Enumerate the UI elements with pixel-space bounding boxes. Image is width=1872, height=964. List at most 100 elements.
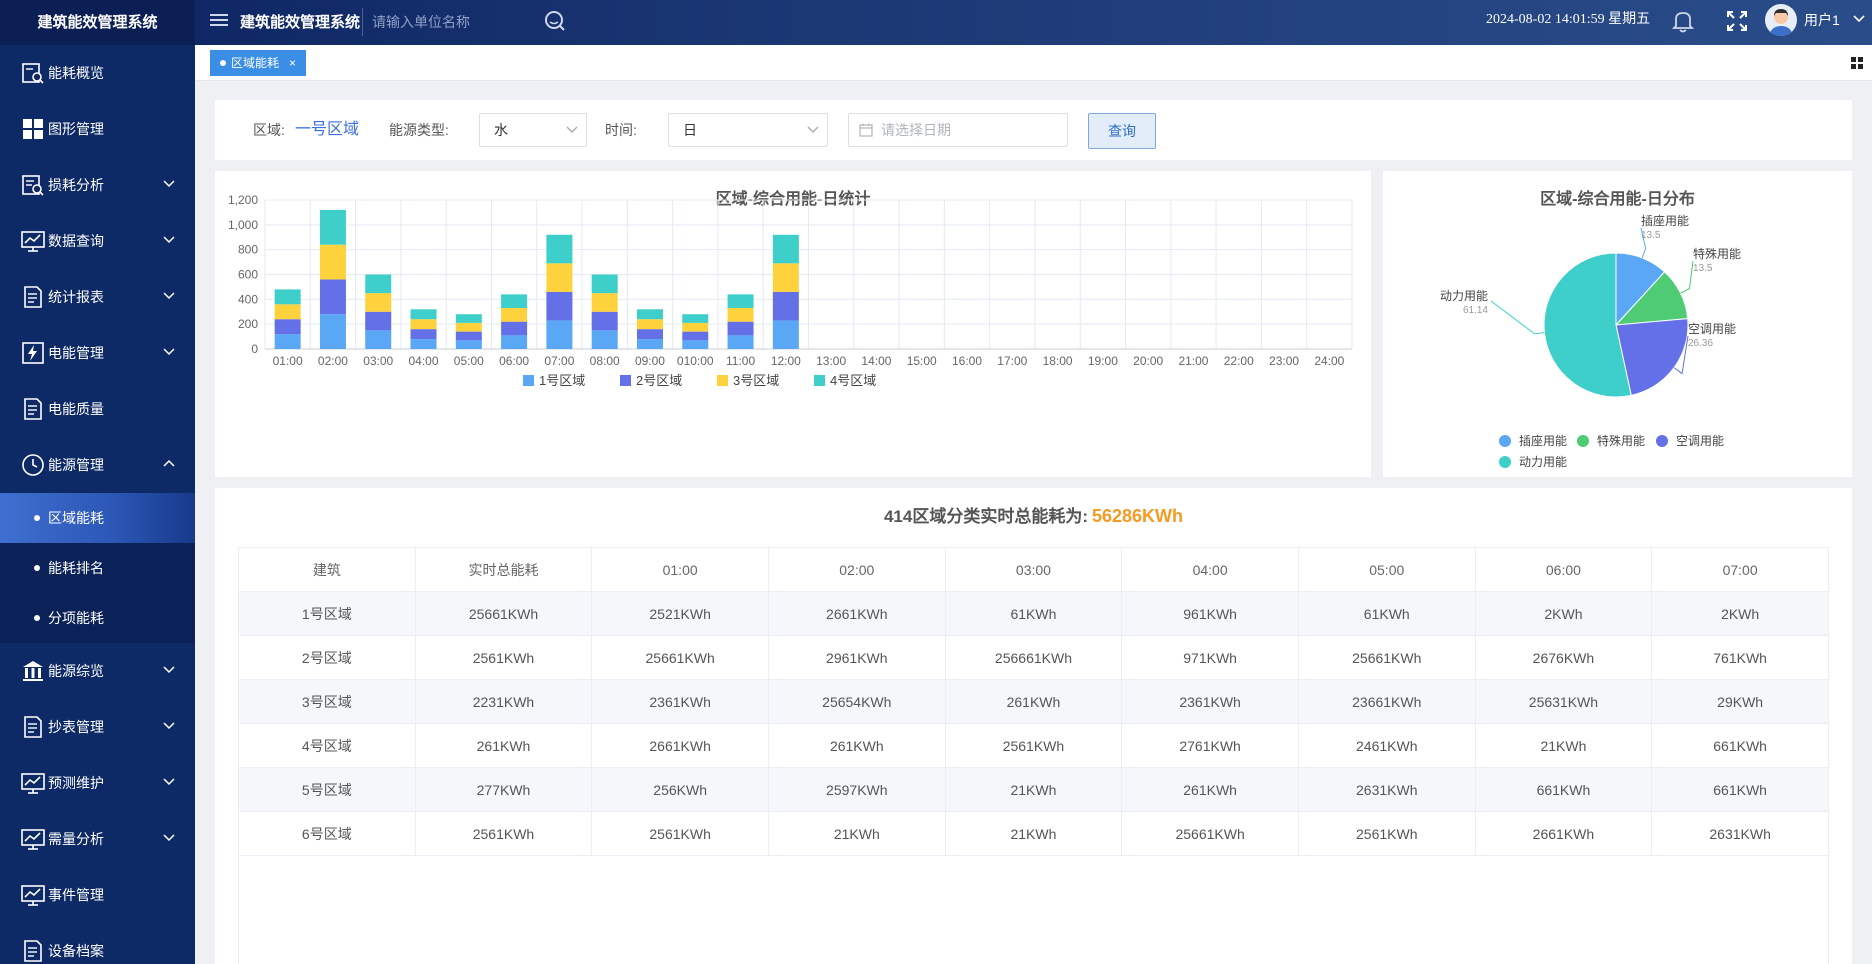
bar-segment[interactable] xyxy=(591,293,618,312)
bar-segment[interactable] xyxy=(772,234,799,264)
bar-segment[interactable] xyxy=(455,314,482,323)
search-input[interactable] xyxy=(372,8,532,36)
time-select[interactable]: 日 xyxy=(668,113,828,147)
sidebar-item[interactable]: 电能质量 xyxy=(0,381,195,437)
sidebar-item[interactable]: 设备档案 xyxy=(0,923,195,964)
sidebar-item[interactable]: 预测维护 xyxy=(0,755,195,811)
sidebar-item[interactable]: 损耗分析 xyxy=(0,157,195,213)
chevron-down-icon[interactable] xyxy=(1853,14,1865,24)
bar-segment[interactable] xyxy=(365,293,392,312)
sidebar-item[interactable]: 图形管理 xyxy=(0,101,195,157)
sidebar-subitem[interactable]: 分项能耗 xyxy=(0,593,195,643)
sidebar-item[interactable]: 能源综览 xyxy=(0,643,195,699)
y-tick-label: 0 xyxy=(251,342,258,356)
bar-segment[interactable] xyxy=(591,311,618,331)
table-cell: 2661KWh xyxy=(767,591,946,636)
monitor-chart-icon xyxy=(21,829,45,850)
sidebar-item[interactable]: 能耗概览 xyxy=(0,45,195,101)
pie-slice[interactable] xyxy=(1543,252,1632,398)
table-cell: 25631KWh xyxy=(1474,679,1653,724)
legend-label[interactable]: 插座用能 xyxy=(1519,433,1567,448)
bar-segment[interactable] xyxy=(319,209,346,245)
username[interactable]: 用户1 xyxy=(1804,12,1840,28)
area-value[interactable]: 一号区域 xyxy=(295,121,360,138)
bar-segment[interactable] xyxy=(274,319,301,335)
bar-segment[interactable] xyxy=(727,308,754,322)
bar-segment[interactable] xyxy=(727,335,754,349)
bar-segment[interactable] xyxy=(682,340,709,349)
grid-menu-icon[interactable] xyxy=(1850,56,1864,70)
bar-segment[interactable] xyxy=(501,308,528,322)
search-icon[interactable] xyxy=(543,9,567,33)
energy-type-select[interactable]: 水 xyxy=(479,113,587,147)
pie-slice[interactable] xyxy=(1615,318,1689,396)
bar-segment[interactable] xyxy=(682,331,709,341)
bar-segment[interactable] xyxy=(501,335,528,349)
sidebar-subitem[interactable]: 区域能耗 xyxy=(0,493,195,543)
legend-label[interactable]: 4号区域 xyxy=(830,373,876,388)
bar-segment[interactable] xyxy=(410,309,437,320)
bar-segment[interactable] xyxy=(636,329,663,340)
bar-segment[interactable] xyxy=(455,331,482,341)
bar-segment[interactable] xyxy=(319,244,346,280)
legend-label[interactable]: 特殊用能 xyxy=(1597,433,1645,448)
tab-area-energy[interactable]: 区域能耗 × xyxy=(210,50,307,76)
date-placeholder: 请选择日期 xyxy=(881,122,951,138)
bar-segment[interactable] xyxy=(636,339,663,349)
bar-segment[interactable] xyxy=(410,329,437,340)
bell-icon[interactable] xyxy=(1670,8,1696,34)
bar-segment[interactable] xyxy=(319,279,346,315)
bar-segment[interactable] xyxy=(546,320,573,349)
bar-segment[interactable] xyxy=(410,319,437,330)
bar-segment[interactable] xyxy=(546,263,573,292)
sidebar-subitem[interactable]: 能耗排名 xyxy=(0,543,195,593)
bar-segment[interactable] xyxy=(772,263,799,292)
sidebar-item[interactable]: 需量分析 xyxy=(0,811,195,867)
bar-segment[interactable] xyxy=(727,294,754,309)
legend-label[interactable]: 1号区域 xyxy=(539,373,585,388)
sidebar-item[interactable]: 统计报表 xyxy=(0,269,195,325)
bar-segment[interactable] xyxy=(682,314,709,323)
sidebar-item[interactable]: 事件管理 xyxy=(0,867,195,923)
bar-segment[interactable] xyxy=(365,274,392,294)
bar-segment[interactable] xyxy=(501,321,528,336)
bar-segment[interactable] xyxy=(546,234,573,264)
bar-segment[interactable] xyxy=(682,322,709,332)
legend-label[interactable]: 3号区域 xyxy=(733,373,779,388)
sidebar-item[interactable]: 抄表管理 xyxy=(0,699,195,755)
bar-segment[interactable] xyxy=(636,319,663,330)
close-icon[interactable]: × xyxy=(289,56,297,70)
bar-segment[interactable] xyxy=(501,294,528,309)
bar-segment[interactable] xyxy=(455,322,482,332)
bar-segment[interactable] xyxy=(274,334,301,349)
fullscreen-icon[interactable] xyxy=(1725,9,1749,33)
bar-segment[interactable] xyxy=(772,291,799,321)
bar-segment[interactable] xyxy=(455,340,482,349)
bar-segment[interactable] xyxy=(365,311,392,331)
sidebar-item[interactable]: 电能管理 xyxy=(0,325,195,381)
time-label: 时间: xyxy=(605,122,637,138)
legend-label[interactable]: 动力用能 xyxy=(1519,455,1567,469)
bar-segment[interactable] xyxy=(365,330,392,349)
bar-segment[interactable] xyxy=(772,320,799,349)
legend-label[interactable]: 2号区域 xyxy=(636,373,682,388)
bar-segment[interactable] xyxy=(636,309,663,320)
sidebar-item[interactable]: 能源管理 xyxy=(0,437,195,493)
bar-segment[interactable] xyxy=(274,304,301,320)
sidebar-item[interactable]: 数据查询 xyxy=(0,213,195,269)
menu-toggle-icon[interactable] xyxy=(210,11,228,29)
bar-segment[interactable] xyxy=(274,289,301,305)
bar-segment[interactable] xyxy=(727,321,754,336)
query-button[interactable]: 查询 xyxy=(1088,113,1156,149)
y-tick-label: 200 xyxy=(238,317,258,331)
bar-segment[interactable] xyxy=(319,314,346,349)
bar-segment[interactable] xyxy=(591,274,618,294)
avatar[interactable] xyxy=(1765,4,1797,36)
bar-segment[interactable] xyxy=(591,330,618,349)
table-header-cell: 07:00 xyxy=(1651,547,1829,592)
legend-label[interactable]: 空调用能 xyxy=(1676,434,1724,448)
bar-segment[interactable] xyxy=(546,291,573,321)
pie-slice-value: 26.36 xyxy=(1688,338,1713,349)
date-picker[interactable]: 请选择日期 xyxy=(848,113,1068,147)
bar-segment[interactable] xyxy=(410,339,437,349)
